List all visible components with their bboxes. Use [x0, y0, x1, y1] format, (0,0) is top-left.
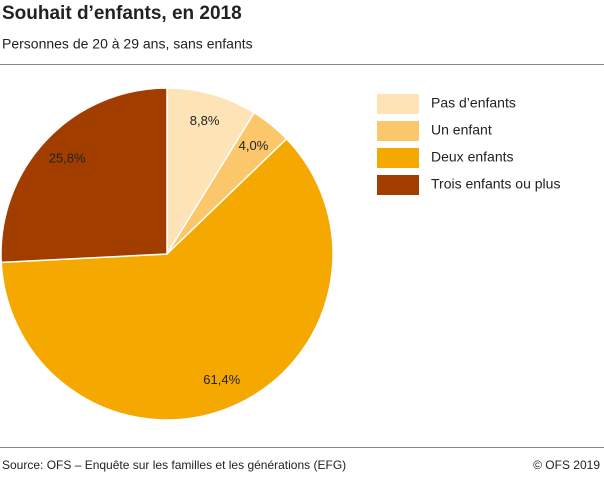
legend-label: Pas d’enfants: [431, 95, 516, 111]
legend-swatch: [377, 121, 419, 141]
legend-swatch: [377, 175, 419, 195]
chart-subtitle: Personnes de 20 à 29 ans, sans enfants: [2, 36, 253, 52]
data-label: 61,4%: [203, 372, 240, 387]
legend-label: Un enfant: [431, 122, 492, 138]
data-label: 8,8%: [190, 113, 220, 128]
data-label: 25,8%: [49, 150, 86, 165]
legend-swatch: [377, 94, 419, 114]
legend-label: Trois enfants ou plus: [431, 176, 560, 192]
legend-label: Deux enfants: [431, 149, 514, 165]
data-label: 4,0%: [239, 138, 269, 153]
legend-swatch: [377, 148, 419, 168]
pie-slice: [0, 87, 168, 264]
credit: © OFS 2019: [533, 458, 600, 472]
chart-title: Souhait d’enfants, en 2018: [2, 3, 242, 24]
source: Source: OFS – Enquête sur les familles e…: [2, 458, 346, 472]
pie-slice: [166, 87, 256, 257]
pie-slice: [0, 137, 334, 421]
